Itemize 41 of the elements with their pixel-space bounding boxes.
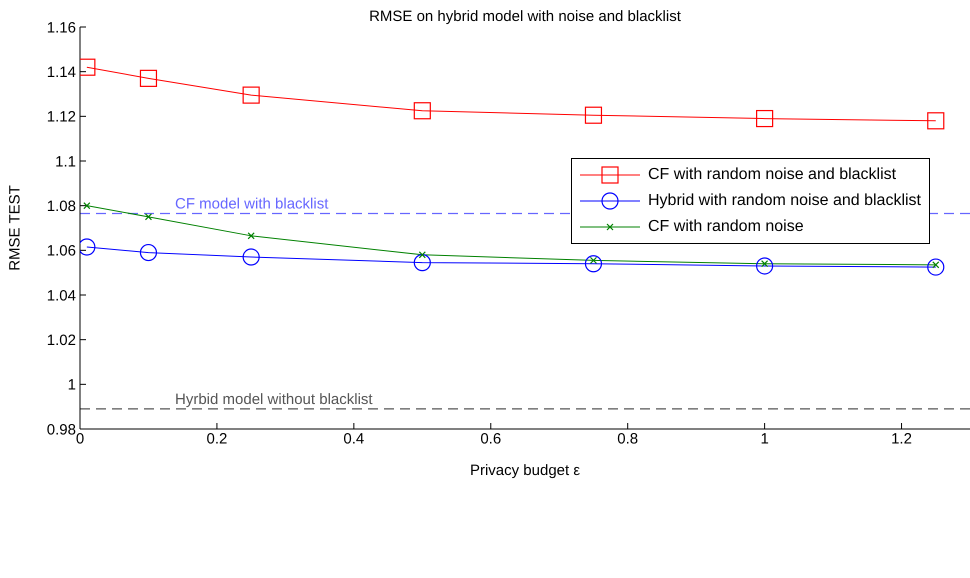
y-tick-label: 1.14 (46, 64, 76, 81)
point (414, 254, 431, 272)
legend-label: CF with random noise (648, 218, 804, 236)
x-tick-label: 0.2 (206, 430, 228, 448)
legend-label: CF with random noise and blacklist (648, 166, 896, 184)
point (242, 248, 260, 266)
point (414, 102, 431, 120)
point (140, 244, 158, 262)
point (418, 251, 426, 258)
y-tick-label: 1.06 (46, 242, 76, 260)
point (927, 112, 944, 130)
x-tick-label: 1.2 (891, 430, 912, 448)
x-tick-label: 0.6 (480, 430, 502, 448)
x-axis-title: Privacy budget ε (470, 462, 580, 479)
x-tick-label: 0.4 (343, 430, 364, 448)
point (83, 202, 90, 210)
y-tick-label: 0.98 (46, 421, 76, 438)
y-tick-label: 1 (68, 376, 76, 394)
ref-line-label: Hyrbid model without blacklist (175, 390, 374, 408)
point (242, 86, 260, 104)
chart-title: RMSE on hybrid model with noise and blacklist (368, 8, 682, 25)
legend-label: Hybrid with random noise and blacklist (648, 192, 921, 210)
y-tick-label: 1.08 (46, 198, 76, 215)
x-tick-label: 0 (76, 430, 84, 448)
point (927, 258, 944, 276)
y-tick-label: 1.16 (46, 19, 76, 36)
point (140, 70, 158, 87)
point (756, 110, 774, 128)
y-tick-label: 1.12 (46, 108, 76, 126)
y-tick-label: 1.02 (46, 332, 76, 349)
y-tick-label: 1.1 (55, 153, 76, 170)
x-tick-label: 1 (760, 430, 769, 448)
point (248, 232, 255, 240)
ref-line-label: CF model with blacklist (175, 195, 330, 212)
point (584, 255, 602, 272)
point (756, 257, 774, 275)
x-tick-label: 0.8 (617, 430, 638, 448)
point (144, 213, 152, 220)
point (584, 106, 602, 124)
y-axis-title: RMSE TEST (6, 185, 24, 271)
y-tick-label: 1.04 (46, 287, 76, 304)
